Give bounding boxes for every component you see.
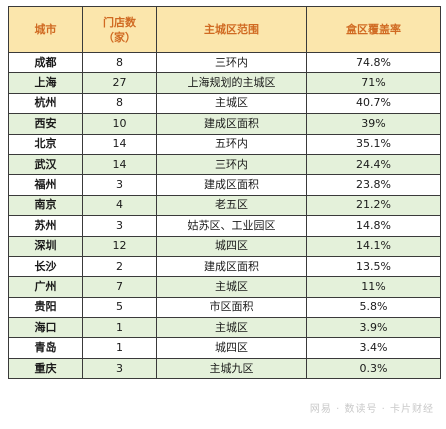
cell-stores: 5 — [82, 296, 157, 319]
cell-coverage: 35.1% — [306, 133, 441, 155]
cell-stores: 8 — [82, 51, 157, 74]
table-row: 海口 1 主城区 3.9% — [8, 317, 441, 339]
cell-stores: 7 — [82, 276, 157, 298]
cell-city: 海口 — [8, 317, 83, 339]
table-row: 北京 14 五环内 35.1% — [8, 133, 441, 155]
table-row: 武汉 14 三环内 24.4% — [8, 153, 441, 176]
cell-coverage: 39% — [306, 113, 441, 135]
cell-city: 重庆 — [8, 357, 83, 380]
cell-scope: 城四区 — [156, 337, 307, 359]
cell-coverage: 14.8% — [306, 215, 441, 237]
header-stores: 门店数 （家） — [82, 6, 157, 53]
cell-city: 深圳 — [8, 235, 83, 257]
cell-stores: 14 — [82, 153, 157, 176]
header-stores-line2: （家） — [103, 30, 136, 44]
cell-stores: 8 — [82, 92, 157, 115]
cell-scope: 建成区面积 — [156, 113, 307, 135]
cell-city: 苏州 — [8, 215, 83, 237]
watermark: 网易 · 数读号 · 卡片财经 — [309, 404, 434, 415]
cell-scope: 老五区 — [156, 194, 307, 217]
cell-city: 上海 — [8, 72, 83, 94]
table-row: 福州 3 建成区面积 23.8% — [8, 174, 441, 196]
table-row: 上海 27 上海规划的主城区 71% — [8, 72, 441, 94]
cell-city: 成都 — [8, 51, 83, 74]
cell-stores: 3 — [82, 174, 157, 196]
cell-scope: 三环内 — [156, 153, 307, 176]
cell-city: 青岛 — [8, 337, 83, 359]
cell-coverage: 3.4% — [306, 337, 441, 359]
table-row: 深圳 12 城四区 14.1% — [8, 235, 441, 257]
cell-coverage: 14.1% — [306, 235, 441, 257]
cell-city: 南京 — [8, 194, 83, 217]
header-stores-line1: 门店数 — [103, 15, 136, 29]
cell-scope: 姑苏区、工业园区 — [156, 215, 307, 237]
table-row: 西安 10 建成区面积 39% — [8, 113, 441, 135]
cell-coverage: 23.8% — [306, 174, 441, 196]
header-scope: 主城区范围 — [156, 6, 307, 53]
cell-scope: 上海规划的主城区 — [156, 72, 307, 94]
cell-coverage: 24.4% — [306, 153, 441, 176]
table-row: 重庆 3 主城九区 0.3% — [8, 357, 441, 380]
cell-coverage: 3.9% — [306, 317, 441, 339]
cell-scope: 五环内 — [156, 133, 307, 155]
cell-coverage: 71% — [306, 72, 441, 94]
cell-stores: 14 — [82, 133, 157, 155]
cell-city: 杭州 — [8, 92, 83, 115]
table-row: 成都 8 三环内 74.8% — [8, 51, 441, 74]
header-coverage: 盒区覆盖率 — [306, 6, 441, 53]
cell-coverage: 40.7% — [306, 92, 441, 115]
cell-city: 武汉 — [8, 153, 83, 176]
cell-coverage: 13.5% — [306, 255, 441, 278]
cell-scope: 主城区 — [156, 92, 307, 115]
cell-stores: 3 — [82, 357, 157, 380]
cell-coverage: 0.3% — [306, 357, 441, 380]
cell-stores: 4 — [82, 194, 157, 217]
cell-city: 北京 — [8, 133, 83, 155]
table-row: 长沙 2 建成区面积 13.5% — [8, 255, 441, 278]
cell-scope: 建成区面积 — [156, 174, 307, 196]
cell-coverage: 11% — [306, 276, 441, 298]
cell-city: 西安 — [8, 113, 83, 135]
coverage-table: 城市 门店数 （家） 主城区范围 盒区覆盖率 成都 8 三环内 74.8% 上海 27 上海… — [8, 6, 441, 380]
cell-coverage: 21.2% — [306, 194, 441, 217]
cell-coverage: 74.8% — [306, 51, 441, 74]
cell-stores: 1 — [82, 337, 157, 359]
table-row: 贵阳 5 市区面积 5.8% — [8, 296, 441, 319]
cell-city: 福州 — [8, 174, 83, 196]
cell-city: 长沙 — [8, 255, 83, 278]
cell-city: 贵阳 — [8, 296, 83, 319]
cell-scope: 建成区面积 — [156, 255, 307, 278]
cell-stores: 1 — [82, 317, 157, 339]
cell-scope: 三环内 — [156, 51, 307, 74]
header-row: 城市 门店数 （家） 主城区范围 盒区覆盖率 — [8, 6, 441, 53]
cell-stores: 27 — [82, 72, 157, 94]
table-row: 杭州 8 主城区 40.7% — [8, 92, 441, 115]
cell-stores: 12 — [82, 235, 157, 257]
cell-scope: 主城区 — [156, 317, 307, 339]
table-row: 苏州 3 姑苏区、工业园区 14.8% — [8, 215, 441, 237]
table-row: 南京 4 老五区 21.2% — [8, 194, 441, 217]
cell-stores: 10 — [82, 113, 157, 135]
table-body: 成都 8 三环内 74.8% 上海 27 上海规划的主城区 71% 杭州 8 主城区 40.7% 西安 1… — [8, 51, 441, 380]
cell-scope: 主城九区 — [156, 357, 307, 380]
cell-scope: 城四区 — [156, 235, 307, 257]
table-row: 青岛 1 城四区 3.4% — [8, 337, 441, 359]
cell-coverage: 5.8% — [306, 296, 441, 319]
cell-scope: 市区面积 — [156, 296, 307, 319]
cell-stores: 3 — [82, 215, 157, 237]
table-row: 广州 7 主城区 11% — [8, 276, 441, 298]
header-city: 城市 — [8, 6, 83, 53]
cell-scope: 主城区 — [156, 276, 307, 298]
cell-stores: 2 — [82, 255, 157, 278]
cell-city: 广州 — [8, 276, 83, 298]
